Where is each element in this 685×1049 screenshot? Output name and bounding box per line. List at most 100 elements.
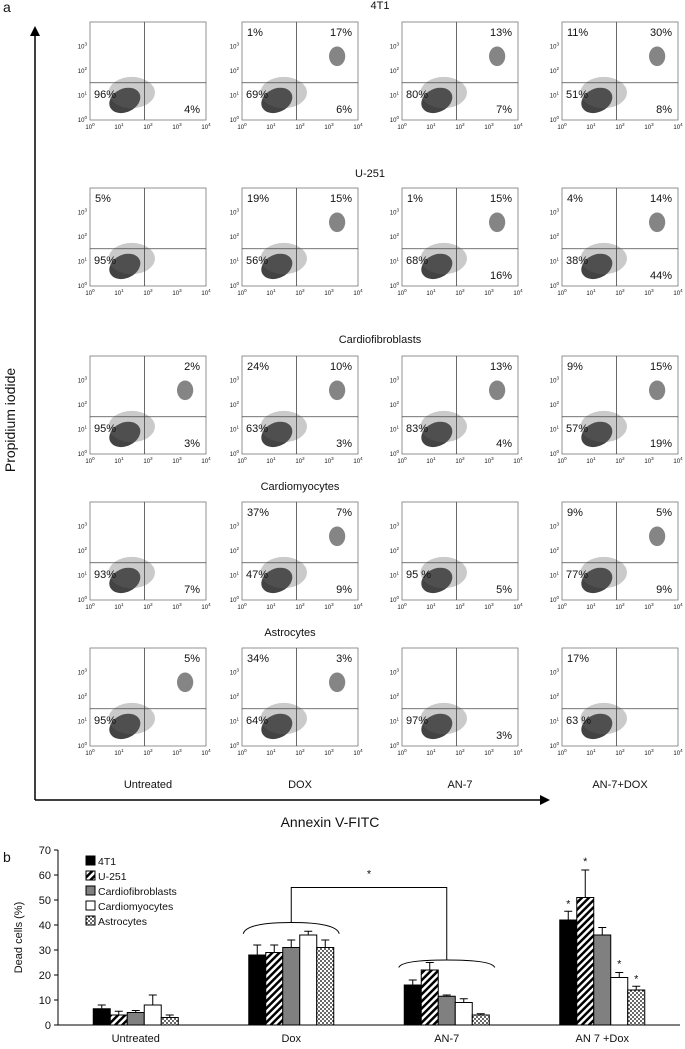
log-tick-label: 103 [550,42,560,51]
tick-base: 10 [390,428,397,434]
tick-base: 10 [230,525,237,531]
tick-base: 10 [353,459,360,465]
tick-base: 10 [484,605,491,611]
cell-cloud [649,212,666,233]
tick-exp: 3 [491,456,494,461]
error-bar [97,1004,106,1009]
tick-exp: 0 [564,456,567,461]
tick-base: 10 [353,605,360,611]
cell-cloud [421,713,453,740]
log-tick-label: 103 [484,122,494,131]
log-tick-label: 104 [353,748,363,757]
quadrant-percent: 7% [496,104,512,116]
log-tick-label: 100 [390,741,400,750]
legend-label: Cardiomyocytes [98,901,173,913]
log-tick-label: 101 [78,425,88,434]
tick-base: 10 [390,720,397,726]
log-tick-label: 103 [550,668,560,677]
tick-exp: 4 [680,456,683,461]
log-tick-label: 102 [295,602,305,611]
tick-exp: 0 [556,595,559,600]
x-axis-label: Annexin V-FITC [281,814,380,830]
quadrant-percent: 51% [566,89,588,101]
tick-base: 10 [237,291,244,297]
tick-base: 10 [85,291,92,297]
bar [109,1014,128,1026]
log-tick-label: 101 [586,288,596,297]
cell-cloud [649,46,666,67]
quadrant-percent: 95% [94,423,116,435]
tick-exp: 0 [396,449,399,454]
log-tick-label: 103 [324,748,334,757]
log-tick-label: 101 [266,748,276,757]
legend-label: Astrocytes [98,916,147,928]
tick-base: 10 [266,751,273,757]
tick-exp: 2 [150,288,153,293]
quadrant-percent: 3% [336,653,352,665]
log-tick-label: 103 [230,208,240,217]
tick-base: 10 [78,379,85,385]
log-tick-label: 101 [114,122,124,131]
tick-base: 10 [324,291,331,297]
tick-base: 10 [644,125,651,131]
row-title: U-251 [355,168,385,180]
tick-exp: 2 [84,66,87,71]
row-title: Cardiofibroblasts [339,334,422,346]
log-tick-label: 104 [201,122,211,131]
cell-cloud [108,410,155,443]
cell-cloud [260,556,307,589]
tick-base: 10 [78,525,85,531]
quadrant-percent: 80% [406,89,428,101]
bar [316,947,335,1026]
tick-exp: 2 [236,692,239,697]
tick-exp: 2 [462,288,465,293]
tick-exp: 3 [651,288,654,293]
log-tick-label: 102 [550,546,560,555]
log-tick-label: 101 [390,91,400,100]
bar [299,934,318,1026]
tick-exp: 2 [556,692,559,697]
bar [92,1008,111,1026]
tick-exp: 0 [236,115,239,120]
tick-exp: 2 [302,602,305,607]
tick-exp: 4 [360,602,363,607]
tick-exp: 0 [564,602,567,607]
tick-base: 10 [484,291,491,297]
quadrant-percent: 64% [246,715,268,727]
tick-exp: 4 [208,288,211,293]
tick-base: 10 [390,525,397,531]
log-tick-label: 101 [390,717,400,726]
log-tick-label: 104 [673,456,683,465]
log-tick-label: 103 [230,668,240,677]
tick-exp: 0 [396,741,399,746]
quadrant-percent: 4% [184,104,200,116]
log-tick-label: 101 [426,602,436,611]
quadrant-percent: 83% [406,423,428,435]
cell-cloud [177,672,194,693]
tick-exp: 2 [556,546,559,551]
tick-exp: 3 [331,602,334,607]
quadrant-percent: 47% [246,569,268,581]
log-tick-label: 102 [615,456,625,465]
error-bar [321,939,330,948]
log-tick-label: 100 [85,602,95,611]
tick-exp: 3 [651,122,654,127]
tick-base: 10 [673,459,680,465]
log-tick-label: 104 [513,122,523,131]
log-tick-label: 101 [78,257,88,266]
bar [126,1012,145,1026]
tick-exp: 3 [236,42,239,47]
error-bar [442,994,451,997]
log-tick-label: 102 [230,546,240,555]
log-tick-label: 101 [586,602,596,611]
log-tick-label: 101 [114,288,124,297]
tick-base: 10 [390,598,397,604]
tick-base: 10 [615,605,622,611]
tick-base: 10 [172,459,179,465]
quadrant-percent: 3% [184,438,200,450]
log-tick-label: 103 [324,288,334,297]
tick-exp: 1 [273,748,276,753]
tick-exp: 3 [491,122,494,127]
cell-cloud [109,253,141,280]
log-tick-label: 103 [390,376,400,385]
